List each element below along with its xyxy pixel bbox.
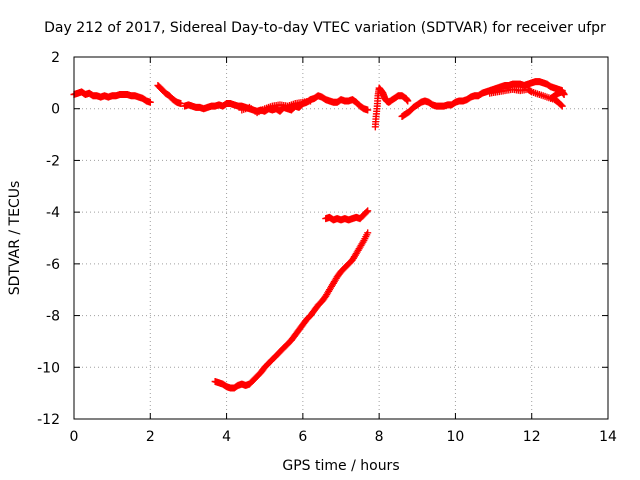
x-tick-label: 2 [146,429,155,445]
y-tick-label: -10 [37,360,60,376]
plot-frame [73,56,609,420]
y-tick-label: -4 [46,205,60,221]
y-tick-label: 0 [51,102,60,118]
data-point [177,100,185,108]
x-tick-label: 12 [523,429,541,445]
chart-title: Day 212 of 2017, Sidereal Day-to-day VTE… [44,20,606,36]
data-point [363,208,371,216]
x-tick-label: 10 [447,429,465,445]
data-point [558,102,566,110]
data-point [146,98,154,106]
data-point [364,229,372,237]
y-tick-label: 2 [51,50,60,66]
y-axis-label: SDTVAR / TECUs [7,181,23,296]
x-tick-label: 14 [599,429,617,445]
data-point [364,207,372,215]
x-tick-label: 6 [298,429,307,445]
grid-lines [74,57,608,419]
data-point [557,101,565,109]
y-tick-label: -2 [46,153,60,169]
data-point [364,106,372,114]
y-tick-label: -6 [46,257,60,273]
x-tick-label: 8 [375,429,384,445]
x-tick-label: 4 [222,429,231,445]
axis-ticks: 0 2 4 6 8 10 12 14 2 0 -2 -4 -6 -8 -10 -12 [37,50,617,445]
y-tick-label: -12 [37,412,60,428]
x-tick-label: 0 [70,429,79,445]
data-points [70,78,568,392]
data-point [404,97,412,105]
x-axis-label: GPS time / hours [282,458,399,474]
data-point [306,97,314,105]
data-point [560,90,568,98]
y-tick-label: -8 [46,309,60,325]
data-point [359,238,367,246]
